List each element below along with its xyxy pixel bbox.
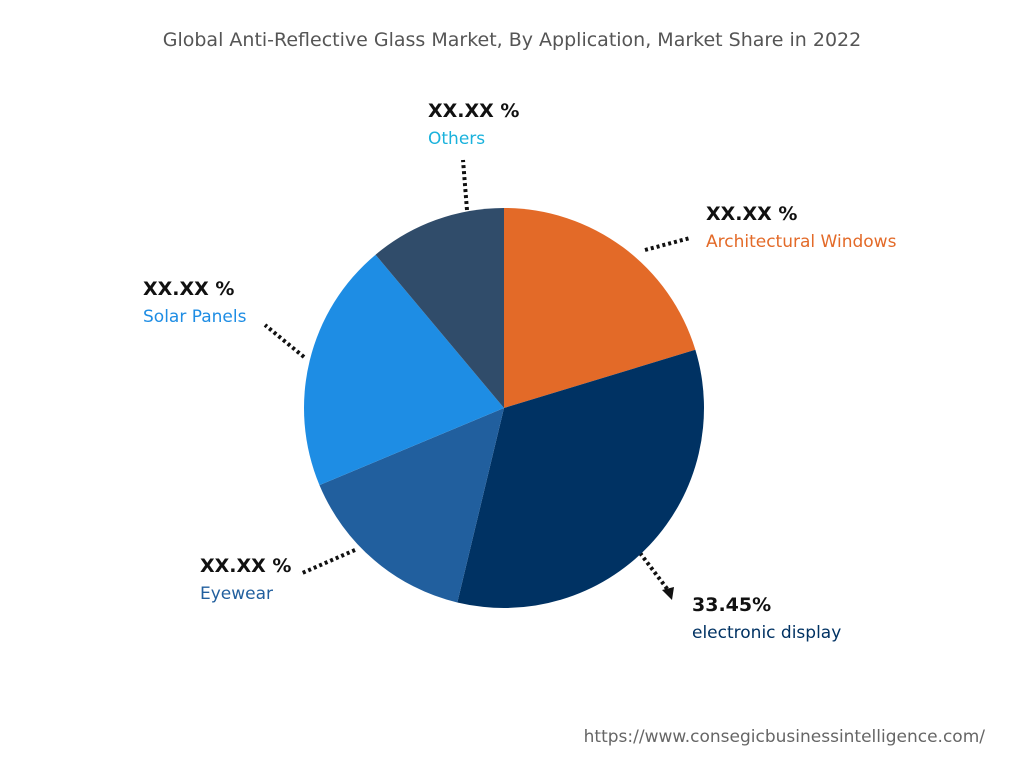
pie-slice — [375, 208, 504, 408]
pie-slice — [319, 408, 504, 603]
leader-line — [263, 323, 306, 359]
category-label: Architectural Windows — [706, 232, 897, 252]
category-label: Solar Panels — [143, 307, 247, 327]
pie-slice — [304, 254, 504, 486]
value-label: XX.XX % — [428, 100, 519, 122]
leader-line — [299, 548, 356, 576]
category-label: Eyewear — [200, 584, 273, 604]
leaders — [263, 159, 691, 600]
source-url: https://www.consegicbusinessintelligence… — [584, 727, 986, 747]
value-label: 33.45% — [692, 594, 771, 616]
pie-slice — [504, 208, 696, 408]
leader-line — [461, 159, 469, 211]
value-label: XX.XX % — [143, 278, 234, 300]
value-label: XX.XX % — [200, 555, 291, 577]
category-label: electronic display — [692, 623, 841, 643]
leader-line — [644, 236, 691, 252]
leader-line — [638, 551, 670, 592]
pie-slice — [457, 349, 704, 609]
chart-title: Global Anti-Reflective Glass Market, By … — [163, 29, 861, 51]
category-label: Others — [428, 129, 485, 149]
value-label: XX.XX % — [706, 203, 797, 225]
arrow-head — [662, 587, 674, 600]
